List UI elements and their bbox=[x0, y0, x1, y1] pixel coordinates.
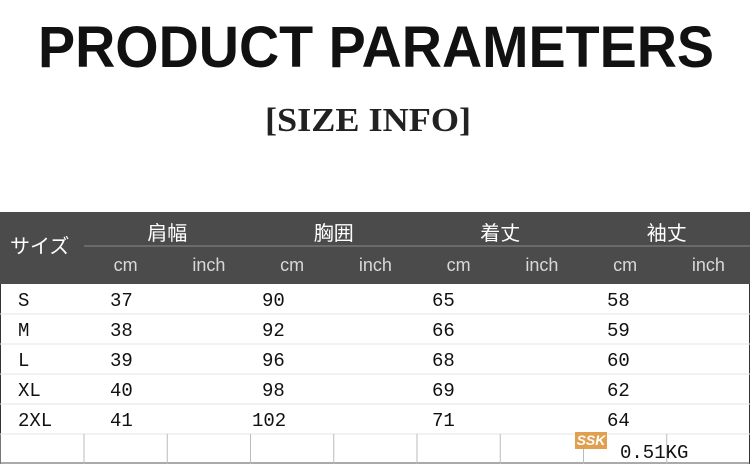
cell: 66 bbox=[432, 320, 455, 342]
unit-label: cm bbox=[613, 255, 637, 275]
unit-label: inch bbox=[192, 255, 225, 275]
measure-label: 肩幅 bbox=[147, 221, 187, 245]
size: L bbox=[18, 350, 29, 372]
size: XL bbox=[18, 380, 41, 402]
title: PRODUCT PARAMETERS bbox=[38, 15, 714, 80]
cell: 71 bbox=[432, 410, 455, 432]
logo-box bbox=[575, 432, 607, 449]
cell: 102 bbox=[252, 410, 286, 432]
size: 2XL bbox=[18, 410, 52, 432]
unit-label: inch bbox=[359, 255, 392, 275]
measure-label: 着丈 bbox=[480, 221, 520, 245]
unit-label: cm bbox=[447, 255, 471, 275]
cell: 41 bbox=[110, 410, 133, 432]
cell: 90 bbox=[262, 290, 285, 312]
cell: 60 bbox=[607, 350, 630, 372]
table-header bbox=[0, 212, 750, 284]
subtitle: [SIZE INFO] bbox=[265, 102, 471, 139]
unit-label: inch bbox=[525, 255, 558, 275]
cell: 39 bbox=[110, 350, 133, 372]
cell: 37 bbox=[110, 290, 133, 312]
size: S bbox=[18, 290, 29, 312]
measure-label: 胸囲 bbox=[314, 221, 354, 245]
cell: 64 bbox=[607, 410, 630, 432]
unit-label: cm bbox=[114, 255, 138, 275]
size: M bbox=[18, 320, 29, 342]
cell: 98 bbox=[262, 380, 285, 402]
logo: SSK bbox=[577, 432, 607, 448]
unit-label: inch bbox=[692, 255, 725, 275]
cell: 65 bbox=[432, 290, 455, 312]
cell: 59 bbox=[607, 320, 630, 342]
cell: 62 bbox=[607, 380, 630, 402]
cell: 69 bbox=[432, 380, 455, 402]
measure-label: 袖丈 bbox=[647, 221, 687, 245]
cell: 96 bbox=[262, 350, 285, 372]
cell: 40 bbox=[110, 380, 133, 402]
cell: 38 bbox=[110, 320, 133, 342]
size-label: サイズ bbox=[10, 234, 69, 258]
weight: 0.51KG bbox=[620, 442, 688, 464]
cell: 68 bbox=[432, 350, 455, 372]
unit-label: cm bbox=[280, 255, 304, 275]
cell: 58 bbox=[607, 290, 630, 312]
cell: 92 bbox=[262, 320, 285, 342]
